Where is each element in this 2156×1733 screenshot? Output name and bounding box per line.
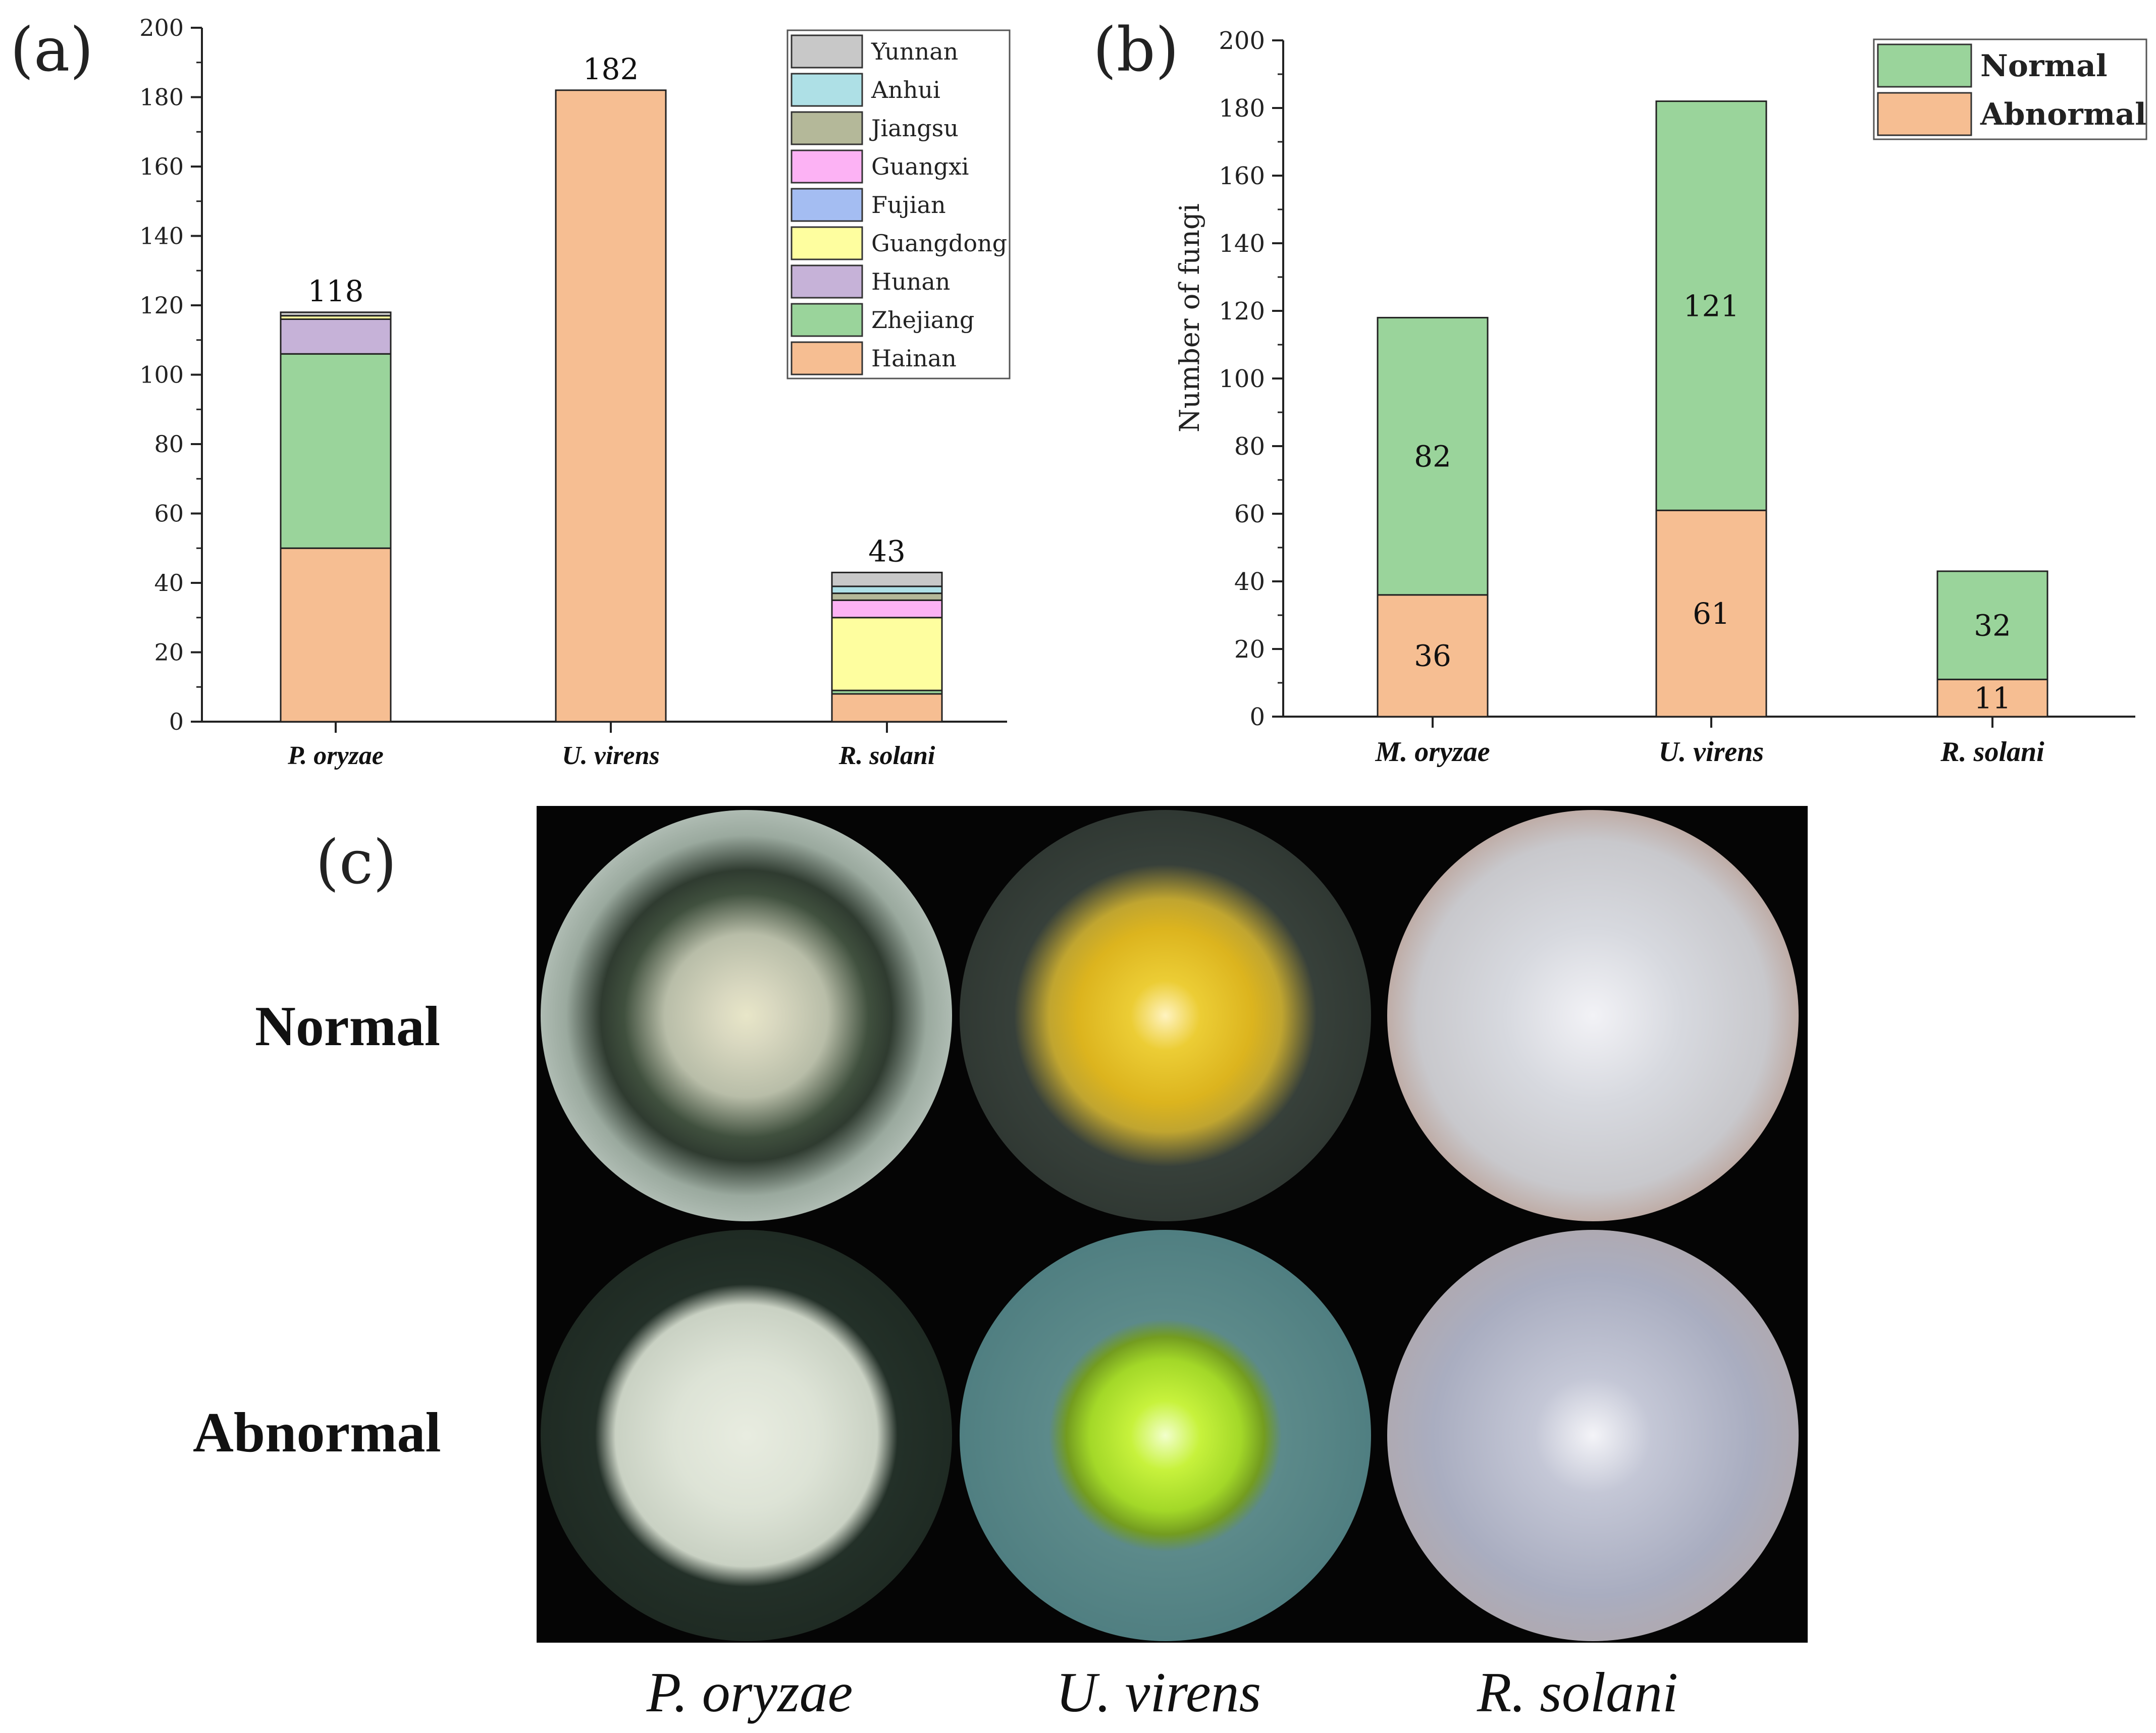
chart-b-y-tick-label: 20 [1234, 635, 1265, 664]
chart-a-y-tick-label: 200 [139, 14, 184, 41]
chart-b-category-label: M. oryzae [1375, 736, 1490, 768]
chart-b-category-label: U. virens [1659, 736, 1764, 768]
chart-a-legend-label: Anhui [871, 76, 940, 103]
chart-a-bar-hainan [555, 89, 667, 723]
chart-a-legend-swatch-fujian [791, 188, 863, 222]
chart-a-y-tick-label: 40 [154, 569, 184, 597]
chart-a-legend-swatch-hunan [791, 264, 863, 299]
chart-b-category-label: R. solani [1940, 736, 2044, 768]
chart-b-y-tick-label: 60 [1234, 500, 1265, 528]
chart-b-bar-value-label: 121 [1684, 289, 1740, 323]
chart-a-bar-jiangsu [831, 592, 943, 601]
chart-b-bar-value-label: 11 [1974, 681, 2011, 715]
plate-p-oryzae-abnormal [541, 1230, 952, 1641]
plate-u-virens-abnormal [960, 1230, 1371, 1641]
chart-a-total-label: 118 [308, 274, 364, 308]
chart-a-legend-label: Jiangsu [869, 115, 959, 142]
chart-a-legend-swatch-hainan [791, 341, 863, 375]
chart-a-legend-swatch-guangdong [791, 226, 863, 260]
chart-b-bar-abnormal [1936, 678, 2048, 718]
chart-a-legend-label: Fujian [871, 191, 946, 219]
chart-a-total-label: 43 [868, 534, 906, 568]
chart-a-y-tick-label: 140 [139, 223, 184, 250]
chart-a-bar-zhejiang [280, 353, 392, 549]
chart-a-y-tick-label: 80 [154, 430, 184, 458]
chart-a-legend-label: Guangxi [871, 153, 969, 180]
chart-a-category-label: U. virens [562, 741, 660, 770]
chart-a-category-label: P. oryzae [287, 741, 384, 770]
col-label-p-oryzae: P. oryzae [646, 1661, 853, 1724]
chart-b-bar-normal [1655, 100, 1767, 511]
chart-b-bar-normal [1936, 570, 2048, 680]
chart-a-y-tick-label: 20 [154, 639, 184, 666]
chart-a-bar-yunnan [280, 311, 392, 317]
chart-a-y-tick-label: 60 [154, 500, 184, 527]
plate-r-solani-abnormal [1387, 1230, 1799, 1641]
chart-b-y-tick-label: 200 [1219, 27, 1265, 55]
row-label-abnormal: Abnormal [193, 1401, 441, 1464]
chart-b-legend-swatch-abnormal [1877, 92, 1972, 136]
plate-u-virens-normal [960, 810, 1371, 1221]
chart-a-y-tick-label: 100 [139, 361, 184, 389]
row-label-normal: Normal [255, 995, 441, 1058]
chart-b-y-tick-label: 100 [1219, 365, 1265, 393]
chart-b-bar-abnormal [1377, 594, 1489, 718]
chart-b-y-tick-label: 140 [1219, 230, 1265, 258]
chart-a-legend-label: Guangdong [871, 230, 1007, 257]
chart-a-bar-guangxi [831, 599, 943, 619]
chart-b-legend-swatch-normal [1877, 43, 1972, 88]
chart-b-y-tick-label: 40 [1234, 568, 1265, 596]
chart-a-category-label: R. solani [838, 741, 935, 770]
chart-a-legend-label: Zhejiang [871, 306, 974, 334]
chart-b-y-tick-label: 120 [1219, 297, 1265, 326]
chart-a-bar-guangdong [831, 617, 943, 691]
chart-b-bar-value-label: 61 [1693, 597, 1730, 631]
chart-a-total-label: 182 [583, 52, 639, 86]
col-label-u-virens: U. virens [1056, 1661, 1261, 1724]
chart-a-legend-swatch-anhui [791, 73, 863, 107]
col-label-r-solani: R. solani [1477, 1661, 1678, 1724]
chart-a-legend-swatch-yunnan [791, 34, 863, 69]
chart-a-legend-label: Hainan [871, 345, 957, 372]
chart-b-bar-value-label: 82 [1414, 439, 1451, 473]
chart-a-y-tick-label: 160 [139, 153, 184, 180]
panel-label-a: (a) [10, 15, 94, 85]
chart-a-legend-label: Yunnan [871, 38, 958, 65]
culture-plates-photo [537, 806, 1808, 1643]
plate-r-solani-normal [1387, 810, 1799, 1221]
plate-p-oryzae-normal [541, 810, 952, 1221]
chart-a-y-tick-label: 0 [169, 708, 184, 735]
chart-b-y-tick-label: 0 [1249, 703, 1265, 731]
chart-a-y-tick-label: 120 [139, 292, 184, 319]
chart-a-bar-yunnan [831, 571, 943, 587]
chart-a-legend-swatch-guangxi [791, 149, 863, 184]
chart-b-y-axis-label: Number of fungi [1174, 203, 1205, 432]
chart-a-bar-hainan [831, 693, 943, 723]
chart-b-bar-value-label: 32 [1974, 608, 2011, 642]
chart-a-bar-hunan [280, 318, 392, 355]
panel-label-c: (c) [315, 828, 397, 898]
chart-b-legend-label: Abnormal [1980, 97, 2146, 132]
chart-b-y-tick-label: 80 [1234, 432, 1265, 461]
chart-a-legend-swatch-jiangsu [791, 111, 863, 145]
chart-a-legend-label: Hunan [871, 268, 950, 295]
chart-b-bar-value-label: 36 [1414, 639, 1451, 673]
chart-b-legend-label: Normal [1980, 48, 2108, 84]
chart-a-legend-swatch-zhejiang [791, 303, 863, 337]
chart-b-y-tick-label: 180 [1219, 94, 1265, 123]
chart-a-y-tick-label: 180 [139, 84, 184, 111]
chart-b-bar-normal [1377, 316, 1489, 596]
chart-b-y-tick-label: 160 [1219, 162, 1265, 190]
chart-a-bar-anhui [831, 585, 943, 594]
panel-label-b: (b) [1093, 15, 1179, 85]
chart-a-bar-hainan [280, 547, 392, 723]
